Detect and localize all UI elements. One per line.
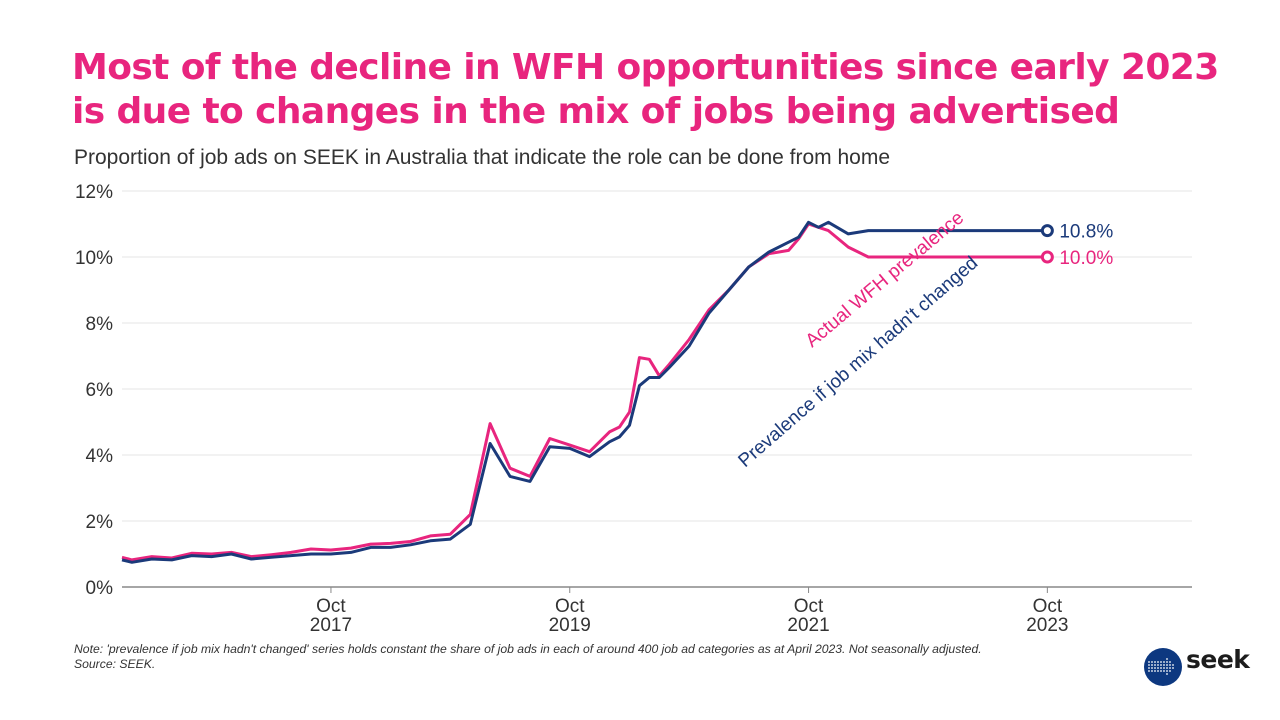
logo-dot bbox=[1154, 661, 1156, 663]
logo-dot bbox=[1163, 670, 1165, 672]
logo-dot bbox=[1160, 670, 1162, 672]
logo-dot bbox=[1151, 670, 1153, 672]
y-tick-label: 0% bbox=[86, 578, 114, 599]
gridlines bbox=[122, 190, 1192, 522]
logo-dot bbox=[1169, 670, 1171, 672]
y-tick-label: 10% bbox=[75, 248, 113, 269]
logo-dot bbox=[1157, 670, 1159, 672]
y-tick-label: 12% bbox=[75, 182, 113, 203]
series-line-actual bbox=[121, 222, 1048, 562]
logo-dot bbox=[1151, 661, 1153, 663]
x-tick-label-month: Oct bbox=[1033, 596, 1063, 617]
logo-dot bbox=[1169, 667, 1171, 669]
logo-dot bbox=[1151, 664, 1153, 666]
series-label-fixed-mix: Prevalence if job mix hadn't changed bbox=[735, 253, 983, 472]
footnote-note: Note: 'prevalence if job mix hadn't chan… bbox=[74, 642, 982, 656]
footnote: Note: 'prevalence if job mix hadn't chan… bbox=[74, 642, 982, 672]
end-value-label: 10.8% bbox=[1059, 222, 1113, 243]
x-tick-label-month: Oct bbox=[555, 596, 585, 617]
logo-dot bbox=[1154, 670, 1156, 672]
logo-dot bbox=[1166, 673, 1168, 675]
logo-dot bbox=[1160, 661, 1162, 663]
logo-dot bbox=[1163, 667, 1165, 669]
end-marker bbox=[1040, 250, 1054, 264]
chart-title-line-1: Most of the decline in WFH opportunities… bbox=[72, 47, 1219, 88]
logo-dot bbox=[1160, 664, 1162, 666]
logo-dot bbox=[1151, 667, 1153, 669]
chart-title-line-2: is due to changes in the mix of jobs bei… bbox=[72, 91, 1120, 132]
logo-dot bbox=[1154, 664, 1156, 666]
logo-dot bbox=[1148, 664, 1150, 666]
logo-dot bbox=[1169, 664, 1171, 666]
seek-logo-text: seek bbox=[1186, 645, 1250, 674]
end-marker bbox=[1040, 224, 1054, 238]
logo-dot bbox=[1166, 661, 1168, 663]
logo-dot bbox=[1169, 661, 1171, 663]
x-tick-label-year: 2021 bbox=[787, 615, 829, 636]
y-tick-label: 2% bbox=[86, 512, 114, 533]
logo-dot bbox=[1172, 667, 1174, 669]
x-tick-label-year: 2019 bbox=[549, 615, 591, 636]
series-lines bbox=[121, 220, 1048, 564]
footnote-source: Source: SEEK. bbox=[74, 657, 156, 671]
end-value-label: 10.0% bbox=[1059, 248, 1113, 269]
logo-dot bbox=[1148, 661, 1150, 663]
logo-dot bbox=[1166, 667, 1168, 669]
logo-dot bbox=[1157, 664, 1159, 666]
seek-logo-icon bbox=[1144, 648, 1182, 686]
logo-dot bbox=[1166, 670, 1168, 672]
y-tick-label: 6% bbox=[86, 380, 114, 401]
logo-dot bbox=[1166, 658, 1168, 660]
x-tick-label-month: Oct bbox=[316, 596, 346, 617]
logo-dot bbox=[1163, 661, 1165, 663]
series-line-fixed-mix bbox=[121, 220, 1048, 564]
logo-dot bbox=[1157, 667, 1159, 669]
logo-dot bbox=[1148, 670, 1150, 672]
logo-dot bbox=[1163, 664, 1165, 666]
x-tick-label-year: 2017 bbox=[310, 615, 352, 636]
logo-dot bbox=[1154, 667, 1156, 669]
logo-dot bbox=[1148, 667, 1150, 669]
logo-dot bbox=[1166, 664, 1168, 666]
chart-subtitle: Proportion of job ads on SEEK in Austral… bbox=[74, 146, 890, 169]
x-tick-label-month: Oct bbox=[794, 596, 824, 617]
logo-dot bbox=[1172, 664, 1174, 666]
chart-title: Most of the decline in WFH opportunities… bbox=[72, 46, 1252, 134]
x-tick-label-year: 2023 bbox=[1026, 615, 1068, 636]
y-tick-label: 8% bbox=[86, 314, 114, 335]
y-tick-label: 4% bbox=[86, 446, 114, 467]
y-axis-ticks: 0% 2% 4% 6% 8% 10% 12% bbox=[75, 182, 113, 599]
logo-dot bbox=[1160, 667, 1162, 669]
logo-dot bbox=[1157, 661, 1159, 663]
